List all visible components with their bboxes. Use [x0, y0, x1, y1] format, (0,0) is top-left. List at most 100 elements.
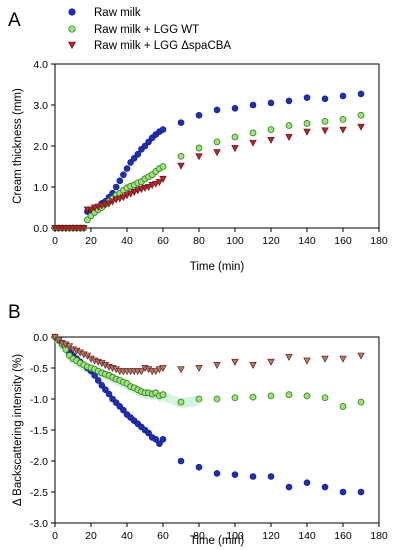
panel-a-letter: A [8, 10, 21, 31]
panel-a-y-tick-label: 4.0 [33, 59, 48, 71]
panel-b-data-point [285, 391, 293, 399]
panel-b-data-point [137, 368, 146, 376]
panel-b-x-tick-label: 160 [334, 530, 352, 542]
panel-b-data-point [303, 479, 311, 487]
panel-a-data-point [127, 159, 134, 166]
panel-a-y-tick-label: 3.0 [33, 100, 48, 112]
legend-label-raw-milk: Raw milk [94, 7, 141, 19]
panel-b-data-point [152, 368, 160, 376]
panel-a-data-point [339, 126, 347, 134]
panel-b-data-point [231, 471, 239, 478]
panel-a-data-point [108, 198, 117, 206]
panel-a-y-tick-label: 0.0 [33, 223, 48, 235]
panel-a-data-point [155, 179, 164, 187]
panel-b-x-tick-label: 20 [85, 530, 97, 542]
panel-b-data-point [303, 392, 311, 400]
legend-marker-lgg-dspacba [67, 41, 77, 50]
legend-marker-lgg-wt [68, 25, 76, 33]
panel-a-data-point [152, 180, 160, 188]
panel-a-x-tick-label: 80 [193, 235, 205, 247]
panel-b-data-point [213, 361, 221, 369]
panel-a-x-tick-label: 160 [334, 235, 352, 247]
panel-a-data-point [80, 225, 88, 233]
panel-b-data-point [102, 386, 109, 394]
panel-b-y-axis-label: Δ Backscattering intensity (%) [12, 354, 24, 506]
panel-a-y-axis-label: Cream thickness (mm) [12, 88, 24, 204]
panel-b-data-point [249, 473, 257, 480]
panel-b-data-point [156, 440, 163, 447]
panel-b-data-point [321, 355, 329, 363]
panel-a-data-point [195, 111, 203, 119]
panel-b-data-point [152, 435, 160, 443]
panel-a-data-point [303, 94, 311, 101]
panel-b-x-tick-label: 60 [157, 530, 169, 542]
panel-b-data-point [267, 473, 275, 480]
panel-a-data-point [285, 97, 293, 105]
panel-a-data-point [285, 134, 293, 142]
panel-a-data-point [285, 122, 293, 129]
panel-b-data-point [213, 395, 221, 403]
panel-b-data-point [303, 357, 311, 365]
panel-a-data-point [141, 142, 149, 150]
panel-b-x-tick-label: 100 [226, 530, 244, 542]
panel-a-data-point [357, 90, 365, 98]
panel-b-data-point [321, 394, 329, 402]
panel-a-x-axis-label: Time (min) [190, 261, 245, 273]
panel-a-data-point [267, 99, 275, 107]
panel-a-data-point [177, 152, 185, 160]
panel-a-data-point [159, 163, 167, 170]
panel-a-data-point [177, 119, 185, 126]
panel-a-data-point [130, 189, 138, 196]
panel-b-data-point [159, 391, 167, 399]
panel-b-data-point [195, 365, 203, 373]
panel-a-data-point [249, 139, 257, 147]
panel-b-data-point [120, 406, 127, 414]
panel-a-data-point [267, 126, 275, 134]
panel-b-data-point [357, 488, 365, 496]
panel-b-x-axis-label: Time (min) [190, 535, 245, 547]
panel-b-data-point [267, 392, 275, 400]
panel-a-data-point [357, 111, 365, 119]
panel-b-y-tick-label: -2.5 [30, 487, 48, 499]
panel-b-data-point [159, 435, 167, 443]
panel-a-data-point [303, 128, 311, 136]
panel-b-x-tick-label: 140 [298, 530, 316, 542]
panel-a-x-tick-label: 120 [262, 235, 280, 247]
legend: Raw milk Raw milk + LGG WT Raw milk + LG… [67, 7, 231, 52]
panel-a-data-point [321, 118, 329, 125]
panel-b-data-point [249, 393, 257, 401]
legend-label-lgg-wt: Raw milk + LGG WT [94, 24, 199, 36]
panel-a-data-point [195, 153, 203, 161]
panel-a-data-point [357, 123, 365, 131]
panel-a-data-point [130, 155, 138, 162]
panel-a-x-tick-label: 100 [226, 235, 244, 247]
panel-b-data-point [339, 355, 347, 363]
panel-b-data-point [98, 382, 106, 389]
panel-a-chart: 0 20 40 60 80 100 120 140 160 1800.01.02.03.04.0 … [12, 59, 388, 273]
panel-a-data-point [339, 115, 347, 123]
panel-a-data-point [321, 95, 329, 103]
panel-a-x-tick-label: 60 [157, 235, 169, 247]
panel-a-data-point [177, 162, 185, 170]
panel-b-data-point [231, 358, 239, 366]
panel-b-data-point [339, 403, 347, 410]
panel-a-x-tick-label: 20 [85, 235, 97, 247]
panel-b-data-point [249, 361, 257, 369]
panel-a-data-point [249, 129, 257, 137]
panel-b-data-point [105, 390, 113, 398]
panel-a-x-tick-label: 180 [370, 235, 388, 247]
panel-b-data-point [213, 470, 221, 477]
panel-b-x-tick-label: 120 [262, 530, 280, 542]
panel-b-data-point [321, 483, 329, 491]
panel-a-y-tick-label: 1.0 [33, 182, 48, 194]
panel-a-data-point [116, 177, 124, 185]
panel-a-data-point [145, 138, 152, 146]
panel-a-data-point [231, 104, 239, 112]
panel-a-data-point [303, 120, 311, 127]
panel-b-data-point [285, 353, 293, 361]
panel-b-data-point [285, 483, 293, 491]
panel-a-data-point [213, 138, 221, 146]
panel-b-data-point [177, 398, 185, 406]
panel-b-y-tick-label: -0.5 [30, 363, 48, 375]
